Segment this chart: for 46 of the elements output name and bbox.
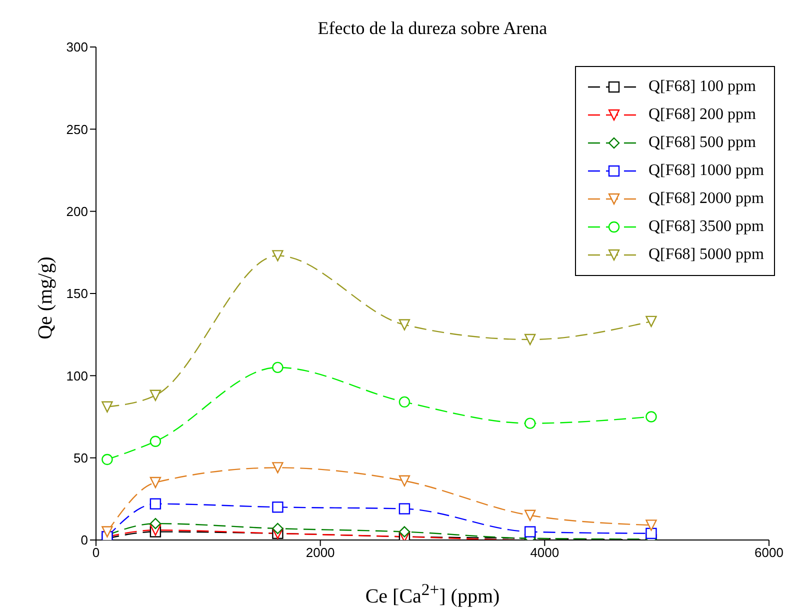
point bbox=[646, 528, 657, 540]
point bbox=[150, 476, 162, 488]
y-tick-label: 250 bbox=[66, 122, 88, 137]
point bbox=[272, 522, 284, 534]
point bbox=[150, 436, 162, 447]
y-axis-title: Qe (mg/g) bbox=[34, 256, 58, 340]
point bbox=[150, 390, 162, 401]
x-tick-label: 4000 bbox=[530, 545, 560, 560]
x-tick-label: 6000 bbox=[754, 545, 784, 560]
point bbox=[398, 319, 410, 330]
point bbox=[272, 462, 284, 474]
point bbox=[272, 250, 284, 262]
legend-label: Q[F68] 500 ppm bbox=[648, 133, 756, 153]
point bbox=[524, 334, 536, 346]
legend-label: Q[F68] 1000 ppm bbox=[648, 161, 764, 181]
point bbox=[646, 316, 657, 328]
legend-label: Q[F68] 200 ppm bbox=[648, 105, 756, 125]
point bbox=[398, 396, 410, 408]
y-tick-label: 0 bbox=[80, 532, 88, 548]
point bbox=[150, 498, 162, 510]
point bbox=[398, 475, 410, 486]
point bbox=[524, 526, 536, 538]
legend-label: Q[F68] 5000 ppm bbox=[648, 245, 764, 265]
point bbox=[102, 526, 113, 538]
x-tick-label: 2000 bbox=[306, 545, 335, 560]
point bbox=[646, 411, 657, 422]
y-tick-label: 200 bbox=[66, 204, 88, 219]
point bbox=[102, 454, 113, 466]
point bbox=[524, 418, 536, 429]
point bbox=[524, 510, 536, 521]
point bbox=[272, 362, 284, 374]
y-tick-label: 50 bbox=[74, 450, 88, 466]
point bbox=[398, 526, 410, 538]
y-tick-label: 150 bbox=[66, 286, 88, 302]
legend-label: Q[F68] 100 ppm bbox=[648, 77, 756, 97]
point bbox=[102, 401, 113, 412]
legend-label: Q[F68] 2000 ppm bbox=[648, 189, 764, 209]
point bbox=[398, 503, 410, 514]
chart-title: Efecto de la dureza sobre Arena bbox=[316, 18, 548, 39]
point bbox=[646, 520, 657, 531]
y-tick-label: 300 bbox=[66, 40, 88, 55]
x-tick-label: 0 bbox=[92, 545, 100, 560]
legend-label: Q[F68] 3500 ppm bbox=[648, 217, 764, 237]
y-tick-label: 100 bbox=[66, 368, 88, 384]
x-axis-title: Ce [Ca$^{2+}$] (ppm) bbox=[364, 580, 501, 609]
point bbox=[272, 502, 284, 513]
